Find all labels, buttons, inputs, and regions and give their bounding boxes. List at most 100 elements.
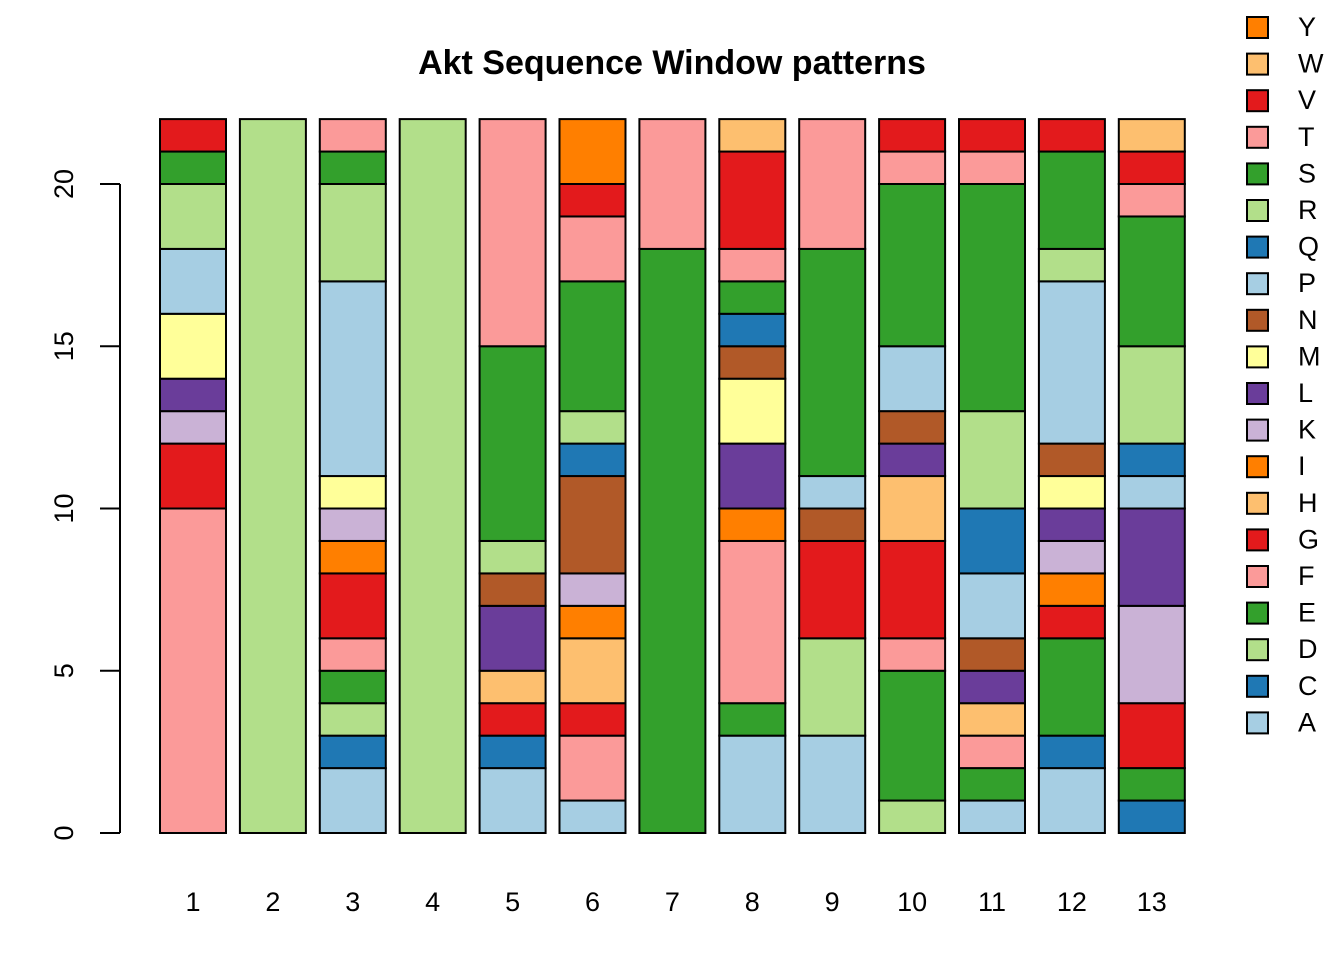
bar-segment-2-D [238,118,307,835]
x-tick-label-9: 9 [825,887,840,917]
legend-label-D: D [1298,634,1318,664]
bar-segment-5-H [478,669,547,705]
bar-segment-1-L [159,377,227,413]
bar-segment-12-M [1037,475,1106,510]
bar-segment-3-S [318,150,387,186]
bar-segment-8-E [718,702,787,737]
x-tick-label-7: 7 [665,887,680,917]
bar-segment-7-T [638,118,707,250]
x-tick-label-12: 12 [1057,887,1087,917]
bar-segment-13-R [1117,345,1186,445]
bar-segment-12-K [1037,539,1106,575]
bar-segment-13-L [1117,507,1186,607]
bar-segment-10-N [878,410,947,445]
legend-swatch-I [1246,455,1269,479]
bar-segment-10-V [878,118,947,153]
legend-label-N: N [1298,305,1318,335]
bar-segment-8-M [718,377,787,445]
legend-swatch-P [1246,272,1269,296]
legend-label-I: I [1298,451,1306,481]
bar-segment-13-Q [1117,442,1186,478]
bar-segment-3-A [318,767,387,834]
bar-segment-3-F [318,637,387,672]
x-tick-label-5: 5 [505,887,520,917]
legend-label-Y: Y [1298,12,1316,42]
legend-swatch-F [1246,565,1269,588]
legend-label-S: S [1298,158,1316,188]
bar-segment-12-E [1037,637,1106,737]
legend-swatch-W [1246,52,1269,76]
legend-swatch-Q [1246,235,1269,259]
legend-swatch-A [1246,711,1269,735]
bar-segment-9-A [798,734,867,835]
bar-segment-1-M [159,312,227,380]
bar-segment-13-S [1117,215,1186,348]
bar-segment-6-Y [558,118,627,185]
x-tick-label-2: 2 [265,887,280,917]
bar-segment-10-L [878,442,947,478]
bar-segment-1-G [159,442,227,510]
bar-segment-3-C [318,734,387,770]
bar-segment-8-T [718,247,787,283]
x-tick-label-6: 6 [585,887,600,917]
bar-segment-6-G [558,702,627,737]
bar-segment-13-V [1117,150,1186,186]
bar-segment-1-F [159,507,227,834]
bar-segment-6-Q [558,442,627,478]
legend-swatch-T [1246,125,1269,149]
bar-segment-6-F [558,734,627,802]
y-tick-label-20: 20 [49,169,79,199]
bar-segment-1-R [159,183,227,250]
bar-segment-6-R [558,410,627,445]
legend-label-V: V [1298,85,1316,115]
bar-segment-12-N [1037,442,1106,478]
bar-segment-8-N [718,345,787,380]
bar-segment-6-H [558,637,627,705]
bar-segment-3-M [318,475,387,510]
bar-segment-4-D [398,118,467,835]
bar-segment-13-W [1117,118,1186,153]
bar-segment-10-H [878,475,947,542]
bar-segment-12-I [1037,572,1106,607]
bar-segment-10-P [878,345,947,413]
legend-label-H: H [1298,488,1318,518]
bar-segment-10-S [878,183,947,348]
bar-segment-6-S [558,280,627,413]
bar-segment-10-T [878,150,947,186]
bar-segment-3-K [318,507,387,542]
legend-label-W: W [1298,49,1324,79]
bar-segment-6-A [558,799,627,834]
bar-segment-5-T [478,118,547,348]
bar-segment-6-T [558,215,627,283]
bar-segment-11-E [958,767,1026,802]
bar-segment-8-S [718,280,787,315]
bar-segment-12-S [1037,150,1106,250]
legend-swatch-D [1246,638,1269,662]
legend-label-A: A [1298,707,1316,737]
legend-label-Q: Q [1298,232,1319,262]
bar-segment-5-L [478,604,547,672]
bar-segment-5-A [478,767,547,834]
bar-segment-8-I [718,507,787,542]
bar-segment-12-L [1037,507,1106,542]
bar-segment-3-P [318,280,387,478]
bar-segment-11-H [958,702,1026,737]
bar-segment-6-I [558,604,627,640]
bar-segment-13-P [1117,475,1186,510]
bar-segment-5-S [478,345,547,542]
bar-segment-9-S [798,247,867,478]
bar-segment-11-A [958,799,1026,834]
bar-segment-1-K [159,410,227,445]
bar-segment-11-L [958,669,1026,705]
x-tick-label-4: 4 [425,887,440,917]
legend-swatch-E [1246,601,1269,625]
bar-segment-9-N [798,507,867,542]
legend-swatch-M [1246,345,1269,369]
bar-segment-1-P [159,247,227,315]
bar-segment-8-W [718,118,787,153]
bar-segment-5-R [478,539,547,575]
bar-segment-5-C [478,734,547,770]
bar-segment-11-F [958,734,1026,770]
bar-segment-11-V [958,118,1026,153]
